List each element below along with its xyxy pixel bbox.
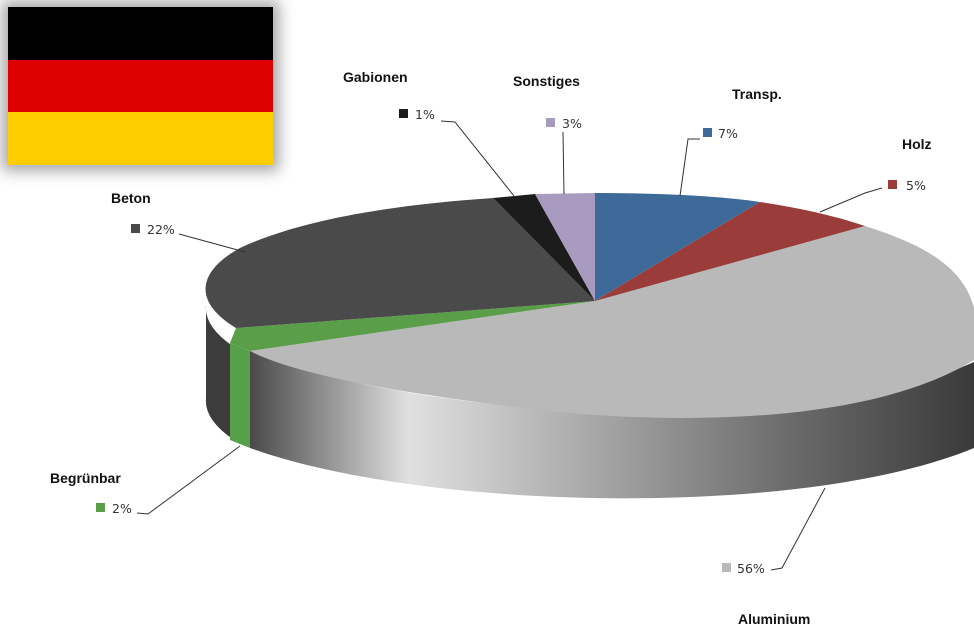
slice-transp bbox=[595, 193, 760, 301]
flag-stripe-red bbox=[8, 59, 273, 113]
germany-flag bbox=[8, 7, 273, 165]
slice-begrunbar bbox=[230, 301, 595, 351]
flag-stripe-black bbox=[8, 7, 273, 60]
swatch-beton bbox=[131, 224, 140, 233]
leader-holz bbox=[819, 187, 883, 213]
leader-beton bbox=[178, 233, 246, 253]
label-swatches bbox=[96, 109, 897, 572]
label-holz: Holz bbox=[902, 136, 932, 152]
swatch-holz bbox=[888, 180, 897, 189]
slice-beton bbox=[205, 198, 595, 328]
label-transp: Transp. bbox=[732, 86, 782, 102]
swatch-sonstiges bbox=[546, 118, 555, 127]
swatch-aluminium bbox=[722, 563, 731, 572]
pie-side-left bbox=[205, 305, 234, 440]
leader-gabionen bbox=[440, 120, 515, 197]
swatch-gabionen bbox=[399, 109, 408, 118]
value-beton: 22% bbox=[147, 222, 175, 237]
pie-top-slices bbox=[205, 193, 974, 418]
leader-sonstiges bbox=[562, 131, 565, 195]
label-sonstiges: Sonstiges bbox=[513, 73, 580, 89]
swatch-begrunbar bbox=[96, 503, 105, 512]
slice-gabionen bbox=[493, 194, 595, 301]
flag-stripe-gold bbox=[8, 112, 273, 165]
slice-sonstiges bbox=[535, 193, 595, 301]
leader-transp bbox=[679, 138, 700, 197]
value-transp: 7% bbox=[718, 126, 738, 141]
value-holz: 5% bbox=[906, 178, 926, 193]
leader-aluminium bbox=[770, 487, 826, 571]
leader-begrunbar bbox=[136, 445, 241, 515]
category-labels: Gabionen Sonstiges Transp. Holz Beton Be… bbox=[50, 69, 932, 627]
pie-side-aluminium bbox=[250, 351, 974, 499]
value-gabionen: 1% bbox=[415, 107, 435, 122]
slice-aluminium bbox=[250, 226, 974, 418]
value-sonstiges: 3% bbox=[562, 116, 582, 131]
label-beton: Beton bbox=[111, 190, 151, 206]
value-labels: 1% 3% 7% 5% 22% 2% 56% bbox=[112, 107, 926, 576]
value-begrunbar: 2% bbox=[112, 501, 132, 516]
slice-holz bbox=[595, 202, 865, 301]
label-gabionen: Gabionen bbox=[343, 69, 408, 85]
label-aluminium: Aluminium bbox=[738, 611, 810, 627]
pie-side-begrunbar bbox=[230, 343, 250, 448]
label-begrunbar: Begrünbar bbox=[50, 470, 121, 486]
value-aluminium: 56% bbox=[737, 561, 765, 576]
swatch-transp bbox=[703, 128, 712, 137]
leader-lines bbox=[136, 120, 883, 571]
